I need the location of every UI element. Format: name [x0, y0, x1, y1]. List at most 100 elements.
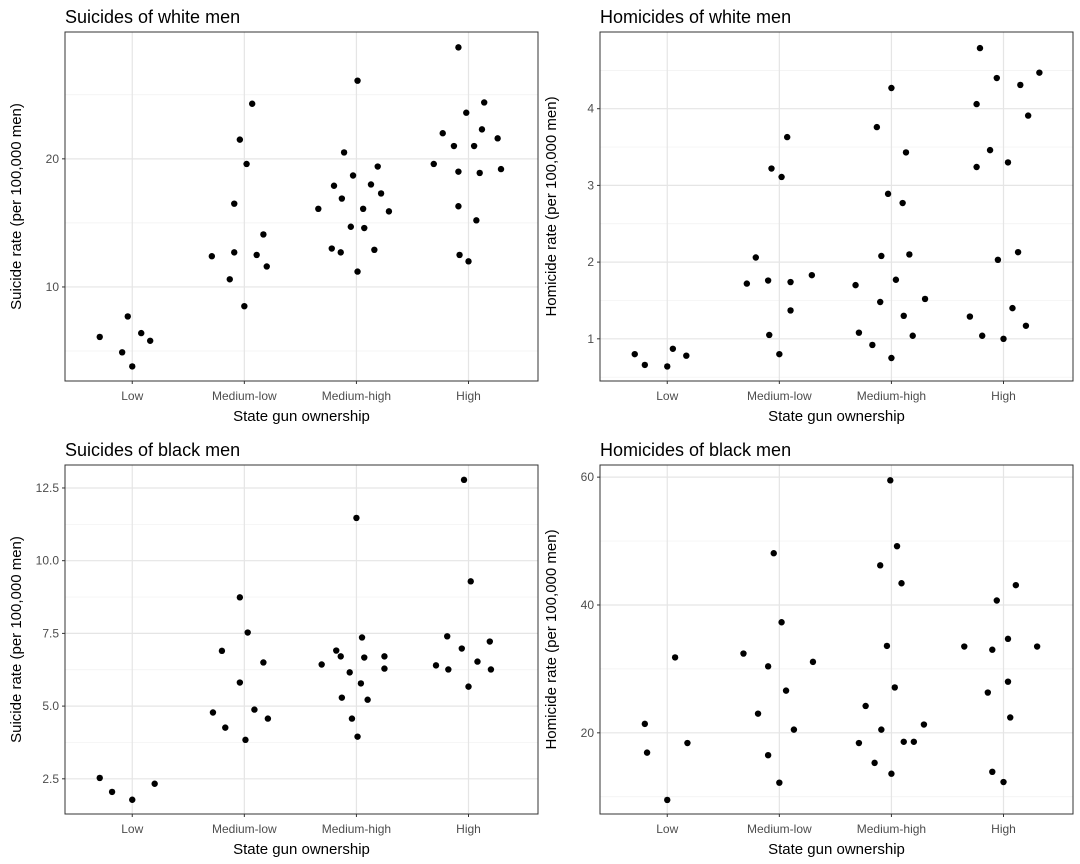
y-tick-label: 10.0	[36, 554, 60, 568]
data-point	[340, 149, 348, 156]
plot-background	[600, 32, 1073, 381]
data-point	[494, 135, 501, 142]
data-point	[226, 276, 233, 283]
data-point	[354, 733, 361, 740]
y-tick-label: 4	[587, 102, 594, 116]
data-point	[244, 629, 251, 636]
data-point	[470, 142, 478, 150]
data-point	[337, 249, 344, 256]
data-point	[973, 163, 980, 171]
data-point	[664, 796, 671, 804]
data-point	[208, 253, 216, 260]
data-point	[222, 724, 229, 731]
data-point	[218, 647, 226, 655]
data-point	[641, 720, 649, 728]
data-point	[124, 313, 131, 320]
data-point	[877, 562, 884, 569]
data-point	[961, 643, 968, 650]
data-point	[381, 653, 388, 660]
y-axis-label: Suicide rate (per 100,000 men)	[8, 536, 25, 743]
x-tick-label: High	[456, 822, 481, 836]
plot-background	[65, 465, 538, 814]
data-point	[776, 779, 783, 786]
data-point	[899, 199, 906, 207]
plot-border	[599, 464, 1074, 815]
y-tick-label: 7.5	[42, 626, 59, 640]
data-point	[338, 694, 346, 701]
data-point	[241, 302, 248, 310]
data-point	[743, 280, 751, 287]
x-axis-label: State gun ownership	[233, 841, 370, 858]
data-point	[243, 160, 250, 168]
data-point	[891, 684, 898, 691]
data-point	[349, 172, 357, 179]
data-point	[852, 281, 859, 289]
data-point	[752, 254, 759, 261]
panel-title: Suicides of white men	[65, 7, 240, 27]
data-point	[883, 642, 891, 650]
data-point	[966, 313, 974, 320]
data-point	[151, 780, 158, 787]
data-point	[96, 333, 103, 341]
y-tick-label: 2	[587, 255, 594, 269]
data-point	[354, 268, 361, 275]
data-point	[664, 363, 671, 370]
data-point	[1014, 248, 1022, 256]
panel-0: 10 20 Low Medium-low Medium-high High Suicides…	[8, 7, 539, 425]
data-point	[683, 352, 690, 359]
x-tick-label: Low	[121, 389, 143, 403]
y-tick-label: 20	[46, 152, 60, 166]
data-point	[809, 658, 817, 666]
data-point	[993, 597, 1000, 604]
x-tick-label: Low	[656, 822, 678, 836]
data-point	[878, 252, 885, 260]
data-point	[873, 123, 881, 131]
data-point	[906, 251, 913, 258]
y-tick-label: 20	[581, 726, 595, 740]
data-point	[1017, 81, 1024, 89]
data-point	[385, 208, 393, 215]
data-point	[455, 203, 462, 210]
data-point	[888, 354, 895, 362]
data-point	[684, 739, 691, 747]
data-point	[347, 223, 355, 230]
data-point	[768, 165, 775, 172]
data-point	[474, 658, 481, 665]
y-axis-label: Homicide rate (per 100,000 men)	[543, 96, 560, 316]
data-point	[96, 774, 103, 782]
data-point	[766, 331, 773, 339]
data-point	[138, 329, 145, 337]
data-point	[467, 578, 474, 585]
x-tick-label: Medium-low	[747, 389, 812, 403]
data-point	[337, 653, 344, 660]
data-point	[367, 181, 375, 188]
data-point	[787, 307, 794, 314]
data-point	[231, 200, 238, 207]
data-point	[979, 332, 986, 339]
data-point	[231, 249, 238, 256]
data-point	[984, 689, 992, 696]
data-point	[764, 277, 772, 284]
data-point	[900, 312, 907, 320]
data-point	[1004, 635, 1012, 643]
x-tick-label: Medium-high	[857, 822, 926, 836]
data-point	[641, 361, 649, 369]
data-point	[455, 168, 462, 175]
data-point	[1012, 581, 1020, 589]
data-point	[1009, 304, 1016, 312]
data-point	[439, 130, 446, 137]
x-tick-label: Low	[121, 822, 143, 836]
data-point	[921, 295, 929, 303]
data-point	[354, 77, 361, 84]
data-point	[236, 136, 244, 143]
panel-title: Homicides of black men	[600, 440, 791, 460]
data-point	[855, 739, 863, 747]
data-point	[253, 251, 260, 259]
y-tick-label: 10	[46, 280, 60, 294]
data-point	[242, 736, 249, 744]
data-point	[770, 550, 777, 557]
data-point	[458, 645, 465, 652]
data-point	[888, 770, 895, 777]
data-point	[118, 349, 126, 356]
